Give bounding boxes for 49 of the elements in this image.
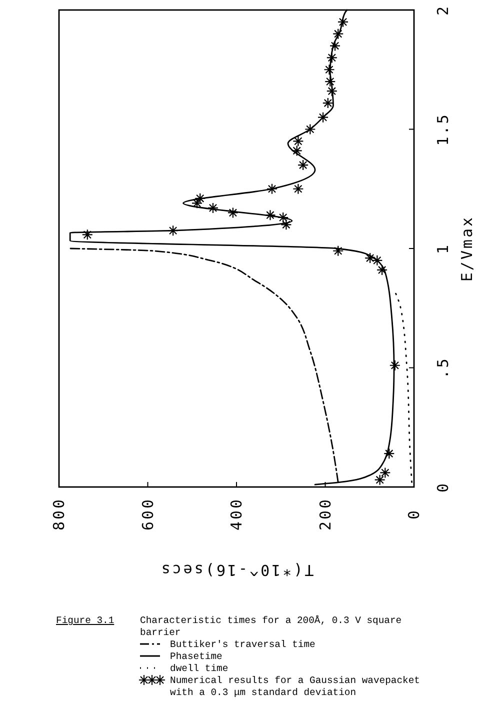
legend-label: dwell time <box>170 663 228 674</box>
point <box>207 202 219 214</box>
text: Figure 3.1 <box>56 615 114 626</box>
point <box>194 192 206 204</box>
point <box>364 252 376 264</box>
y-tick-label: 1.5 <box>434 112 452 146</box>
point <box>264 210 276 221</box>
point <box>291 145 302 156</box>
point <box>322 97 334 109</box>
x-axis-title: T(*10^-16)secs <box>159 561 314 579</box>
point <box>337 16 349 28</box>
point <box>304 124 316 135</box>
y-tick-label: 2 <box>434 4 452 16</box>
point <box>292 183 304 194</box>
point <box>324 64 335 76</box>
point <box>280 219 292 230</box>
point <box>82 229 93 240</box>
point <box>298 159 309 171</box>
point <box>374 474 386 486</box>
point <box>326 52 338 64</box>
y-tick-label: .5 <box>434 356 452 379</box>
point <box>384 448 395 460</box>
legend-label: Buttiker's traversal time <box>170 639 316 650</box>
point <box>332 245 344 256</box>
x-tick-label: 200 <box>316 497 334 531</box>
point <box>372 254 383 266</box>
point <box>266 183 278 194</box>
text: Characteristic times for a 200Å, 0.3 V square barrier <box>140 615 402 638</box>
point <box>329 40 341 52</box>
x-tick-label: 400 <box>228 497 246 531</box>
point <box>326 86 338 97</box>
point <box>292 136 304 147</box>
point <box>324 76 336 88</box>
y-axis-title: E/Vmax <box>458 215 476 282</box>
x-tick-label: 0 <box>405 508 423 520</box>
y-tick-label: 0 <box>434 481 452 493</box>
point <box>332 28 344 40</box>
point <box>278 212 289 224</box>
point <box>227 207 238 218</box>
point <box>317 112 329 123</box>
point <box>167 225 179 236</box>
legend-label: Numerical results for a Gaussian wavepacket with a 0.3 μm standard deviation <box>170 675 420 698</box>
x-tick-label: 600 <box>138 497 157 531</box>
point <box>376 264 388 276</box>
point <box>380 467 391 478</box>
y-tick-label: 1 <box>434 242 452 254</box>
x-tick-label: 800 <box>50 497 68 531</box>
point <box>389 360 400 371</box>
legend-label: Phasetime <box>170 651 223 662</box>
